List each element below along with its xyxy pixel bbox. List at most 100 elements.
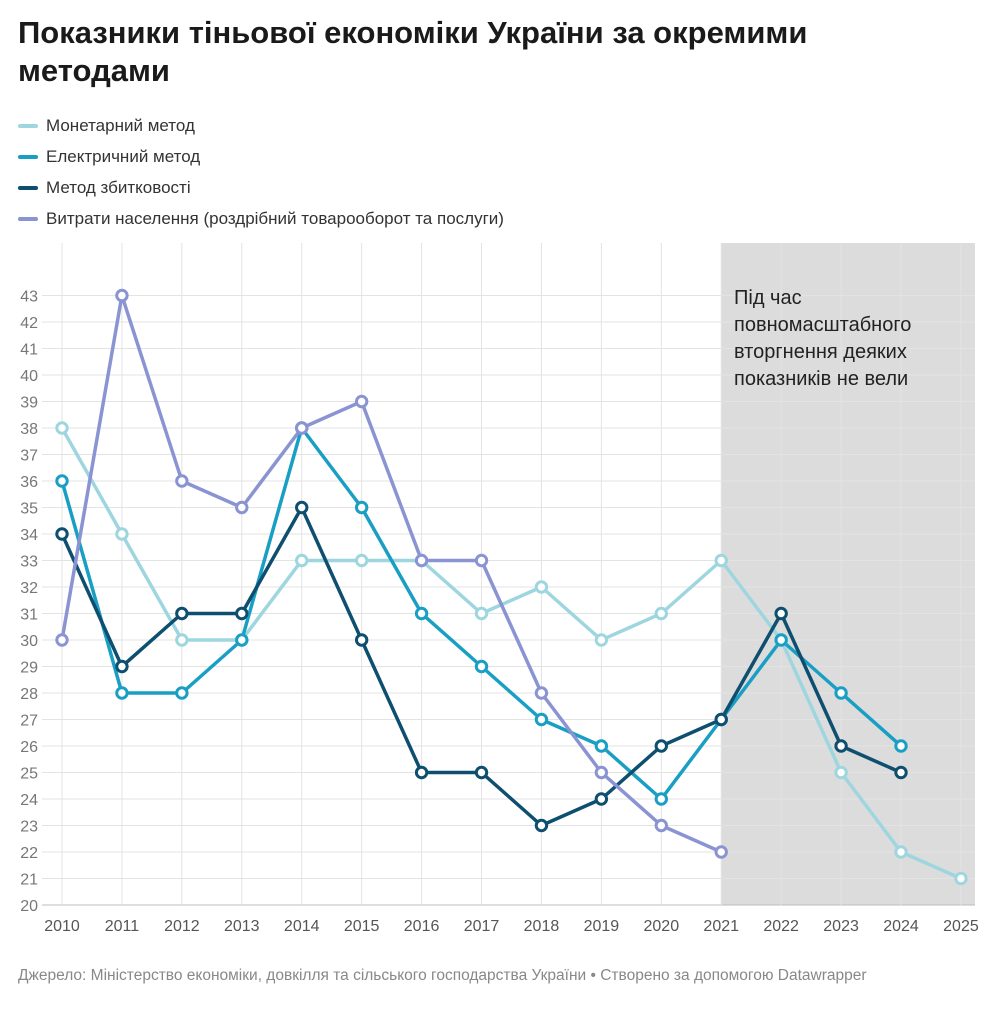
- data-point-2: [474, 765, 489, 780]
- data-point-1: [115, 686, 129, 700]
- x-tick-label: 2014: [284, 918, 320, 935]
- x-tick-label: 2016: [404, 918, 440, 935]
- y-tick-label: 42: [20, 315, 38, 332]
- data-point-1: [55, 474, 69, 488]
- x-tick-label: 2022: [763, 918, 799, 935]
- data-point-1: [354, 500, 369, 515]
- legend-item-spending: Витрати населення (роздрібний товарообор…: [18, 203, 504, 234]
- legend-label-spending: Витрати населення (роздрібний товарообор…: [46, 208, 504, 228]
- x-tick-label: 2024: [883, 918, 919, 935]
- data-point-0: [55, 421, 69, 435]
- data-point-2: [115, 659, 129, 674]
- data-point-2: [414, 765, 429, 780]
- data-point-3: [594, 765, 609, 780]
- data-point-0: [115, 527, 129, 541]
- x-tick-label: 2019: [584, 918, 620, 935]
- data-point-3: [175, 474, 189, 488]
- data-point-3: [115, 288, 129, 303]
- data-point-2: [834, 739, 848, 753]
- data-point-1: [175, 686, 189, 700]
- data-point-0: [834, 765, 848, 780]
- legend-item-electric: Електричний метод: [18, 141, 504, 172]
- x-tick-label: 2010: [44, 918, 80, 935]
- x-tick-label: 2012: [164, 918, 200, 935]
- y-tick-label: 43: [20, 289, 38, 306]
- x-tick-label: 2013: [224, 918, 260, 935]
- data-point-2: [654, 739, 668, 753]
- data-point-2: [235, 606, 249, 621]
- data-point-0: [534, 580, 549, 594]
- x-tick-label: 2015: [344, 918, 380, 935]
- data-point-1: [654, 792, 668, 806]
- y-tick-label: 32: [20, 580, 38, 597]
- x-tick-label: 2017: [464, 918, 500, 935]
- data-point-3: [235, 500, 249, 515]
- data-point-2: [714, 712, 728, 727]
- x-tick-label: 2023: [823, 918, 859, 935]
- y-tick-label: 39: [20, 395, 38, 412]
- legend-swatch-electric: [18, 154, 38, 159]
- data-point-1: [235, 633, 249, 647]
- data-point-2: [894, 765, 908, 780]
- y-tick-label: 29: [20, 660, 38, 677]
- y-tick-label: 37: [20, 448, 38, 465]
- data-point-0: [295, 553, 309, 568]
- y-tick-label: 38: [20, 421, 38, 438]
- data-point-2: [534, 818, 549, 833]
- legend-swatch-loss: [18, 185, 38, 190]
- source-footer: Джерело: Міністерство економіки, довкілл…: [18, 967, 867, 984]
- data-point-3: [55, 633, 69, 647]
- data-point-3: [414, 553, 429, 568]
- legend-swatch-monetary: [18, 123, 38, 128]
- y-tick-label: 20: [20, 898, 38, 915]
- y-tick-label: 22: [20, 845, 38, 862]
- data-point-0: [954, 871, 968, 886]
- y-tick-label: 31: [20, 607, 38, 624]
- y-tick-label: 33: [20, 554, 38, 571]
- y-tick-label: 30: [20, 633, 38, 650]
- data-point-3: [474, 553, 489, 568]
- y-tick-label: 40: [20, 368, 38, 385]
- data-point-1: [894, 739, 908, 753]
- data-point-0: [354, 553, 369, 568]
- data-point-1: [834, 686, 848, 700]
- x-tick-label: 2025: [943, 918, 979, 935]
- y-tick-label: 36: [20, 474, 38, 491]
- data-point-0: [175, 633, 189, 647]
- data-point-3: [354, 394, 369, 409]
- x-tick-label: 2020: [644, 918, 680, 935]
- data-point-0: [594, 633, 609, 647]
- data-point-0: [714, 553, 728, 568]
- legend-swatch-spending: [18, 216, 38, 221]
- series-line-3: [60, 293, 723, 854]
- data-point-1: [474, 659, 489, 674]
- legend: Монетарний метод Електричний метод Метод…: [18, 110, 504, 234]
- y-tick-label: 23: [20, 819, 38, 836]
- y-tick-label: 25: [20, 766, 38, 783]
- y-tick-label: 21: [20, 872, 38, 889]
- data-point-2: [175, 606, 189, 621]
- legend-label-loss: Метод збитковості: [46, 177, 191, 197]
- data-point-2: [774, 606, 788, 621]
- y-tick-label: 35: [20, 501, 38, 518]
- data-point-3: [295, 421, 309, 435]
- x-tick-label: 2018: [524, 918, 560, 935]
- data-point-1: [774, 633, 788, 647]
- data-point-2: [354, 633, 369, 647]
- shaded-region: [721, 243, 975, 905]
- y-tick-label: 27: [20, 713, 38, 730]
- data-point-3: [714, 845, 728, 859]
- y-tick-label: 24: [20, 792, 38, 809]
- data-point-2: [55, 527, 69, 541]
- x-tick-label: 2021: [703, 918, 739, 935]
- legend-item-monetary: Монетарний метод: [18, 110, 504, 141]
- series-line-0: [60, 426, 963, 881]
- y-tick-label: 41: [20, 342, 38, 359]
- y-tick-label: 26: [20, 739, 38, 756]
- data-point-1: [414, 606, 429, 621]
- legend-label-electric: Електричний метод: [46, 146, 201, 166]
- data-point-0: [654, 606, 668, 621]
- data-point-1: [594, 739, 609, 753]
- y-tick-label: 28: [20, 686, 38, 703]
